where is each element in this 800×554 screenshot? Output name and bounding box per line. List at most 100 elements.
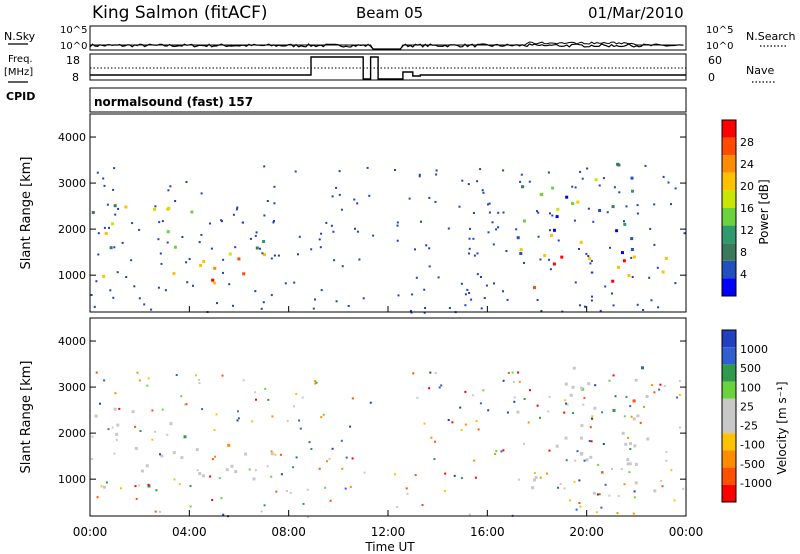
heatmap-cell bbox=[117, 207, 120, 210]
heatmap-cell bbox=[155, 489, 158, 492]
colorbar-swatch bbox=[722, 155, 736, 173]
heatmap-cell bbox=[173, 245, 177, 249]
heatmap-cell bbox=[353, 198, 356, 201]
heatmap-cell bbox=[629, 405, 632, 408]
heatmap-cell bbox=[516, 410, 520, 414]
heatmap-cell bbox=[115, 432, 119, 436]
heatmap-cell bbox=[628, 462, 632, 466]
colorbar-swatch bbox=[722, 137, 736, 156]
heatmap-cell bbox=[502, 449, 505, 452]
heatmap-cell bbox=[331, 195, 334, 198]
heatmap-cell bbox=[674, 282, 677, 285]
heatmap-cell bbox=[487, 231, 490, 234]
heatmap-cell bbox=[659, 383, 662, 386]
heatmap-cell bbox=[114, 213, 117, 216]
heatmap-cell bbox=[612, 304, 615, 307]
heatmap-cell bbox=[429, 371, 432, 374]
heatmap-cell bbox=[528, 180, 531, 183]
heatmap-cell bbox=[539, 476, 542, 479]
heatmap-cell bbox=[606, 211, 609, 214]
heatmap-cell bbox=[565, 459, 568, 462]
heatmap-cell bbox=[469, 227, 471, 230]
heatmap-cell bbox=[181, 236, 184, 238]
heatmap-cell bbox=[517, 478, 520, 481]
heatmap-cell bbox=[302, 502, 305, 505]
heatmap-cell bbox=[188, 258, 191, 260]
heatmap-cell bbox=[571, 185, 574, 188]
heatmap-cell bbox=[569, 393, 573, 397]
heatmap-cell bbox=[266, 200, 269, 202]
heatmap-cell bbox=[198, 378, 201, 381]
heatmap-cell bbox=[517, 371, 520, 374]
heatmap-cell bbox=[135, 497, 138, 500]
heatmap-cell bbox=[218, 477, 221, 480]
heatmap-cell bbox=[556, 207, 560, 211]
heatmap-cell bbox=[113, 246, 116, 249]
heatmap-cell bbox=[479, 402, 482, 405]
velocity-panel: 1000 2000 3000 4000 Slant Range [km] bbox=[19, 317, 687, 518]
heatmap-cell bbox=[653, 489, 657, 493]
heatmap-cell bbox=[115, 438, 118, 441]
heatmap-cell bbox=[483, 297, 486, 299]
heatmap-cell bbox=[630, 248, 634, 251]
heatmap-cell bbox=[408, 197, 411, 200]
heatmap-cell bbox=[587, 382, 591, 386]
heatmap-cell bbox=[349, 485, 352, 488]
x-ticks: 00:00 04:00 08:00 12:00 16:00 20:00 00:00 bbox=[73, 306, 703, 539]
heatmap-cell bbox=[95, 280, 98, 283]
heatmap-cell bbox=[428, 247, 431, 250]
heatmap-cell bbox=[527, 421, 530, 424]
heatmap-cell bbox=[184, 403, 187, 406]
heatmap-cell bbox=[520, 173, 523, 176]
heatmap-cell bbox=[468, 292, 471, 294]
heatmap-cell bbox=[198, 241, 201, 244]
noise-left-tick-bottom: 10^0 bbox=[60, 41, 87, 52]
heatmap-cell bbox=[111, 222, 114, 226]
heatmap-cell bbox=[319, 246, 322, 249]
colorbar-tick-label: 25 bbox=[740, 400, 754, 413]
power-y-ticks: 1000 2000 3000 4000 bbox=[58, 131, 686, 282]
noise-right-tick-bottom: 10^0 bbox=[706, 41, 733, 52]
heatmap-cell bbox=[318, 238, 321, 241]
heatmap-cell bbox=[175, 374, 178, 376]
heatmap-cell bbox=[338, 193, 341, 196]
heatmap-cell bbox=[557, 486, 559, 489]
heatmap-cell bbox=[228, 283, 231, 286]
colorbar-swatch bbox=[722, 364, 736, 382]
heatmap-cell bbox=[329, 499, 332, 502]
x-tick-label: 08:00 bbox=[271, 525, 306, 539]
heatmap-cell bbox=[166, 433, 169, 436]
heatmap-cell bbox=[466, 288, 469, 291]
colorbar-tick-label: 20 bbox=[740, 180, 754, 193]
heatmap-cell bbox=[284, 282, 287, 285]
freq-label: Freq. bbox=[8, 54, 33, 65]
heatmap-cell bbox=[185, 261, 188, 264]
heatmap-cell bbox=[548, 395, 551, 398]
heatmap-cell bbox=[151, 438, 154, 441]
heatmap-cell bbox=[325, 221, 328, 224]
heatmap-cell bbox=[470, 298, 473, 301]
heatmap-cell bbox=[308, 441, 311, 444]
heatmap-cell bbox=[593, 406, 597, 410]
heatmap-cell bbox=[335, 300, 338, 303]
heatmap-cell bbox=[428, 265, 431, 268]
heatmap-cell bbox=[523, 261, 525, 264]
heatmap-cell bbox=[506, 411, 509, 414]
colorbar-tick-label: -500 bbox=[740, 458, 765, 471]
heatmap-cell bbox=[396, 221, 399, 224]
freq-tick-bottom: 8 bbox=[72, 71, 79, 84]
heatmap-cell bbox=[576, 200, 580, 204]
heatmap-cell bbox=[468, 513, 471, 516]
heatmap-cell bbox=[497, 211, 500, 214]
colorbar-tick-label: 4 bbox=[740, 268, 747, 281]
heatmap-cell bbox=[396, 506, 399, 508]
heatmap-cell bbox=[585, 458, 589, 462]
velocity-plot-bg bbox=[90, 318, 686, 516]
heatmap-cell bbox=[482, 191, 485, 194]
heatmap-cell bbox=[594, 178, 598, 182]
velocity-heatmap bbox=[91, 366, 685, 518]
heatmap-cell bbox=[580, 424, 584, 428]
heatmap-cell bbox=[502, 211, 505, 214]
heatmap-cell bbox=[591, 271, 594, 274]
heatmap-cell bbox=[320, 289, 323, 292]
